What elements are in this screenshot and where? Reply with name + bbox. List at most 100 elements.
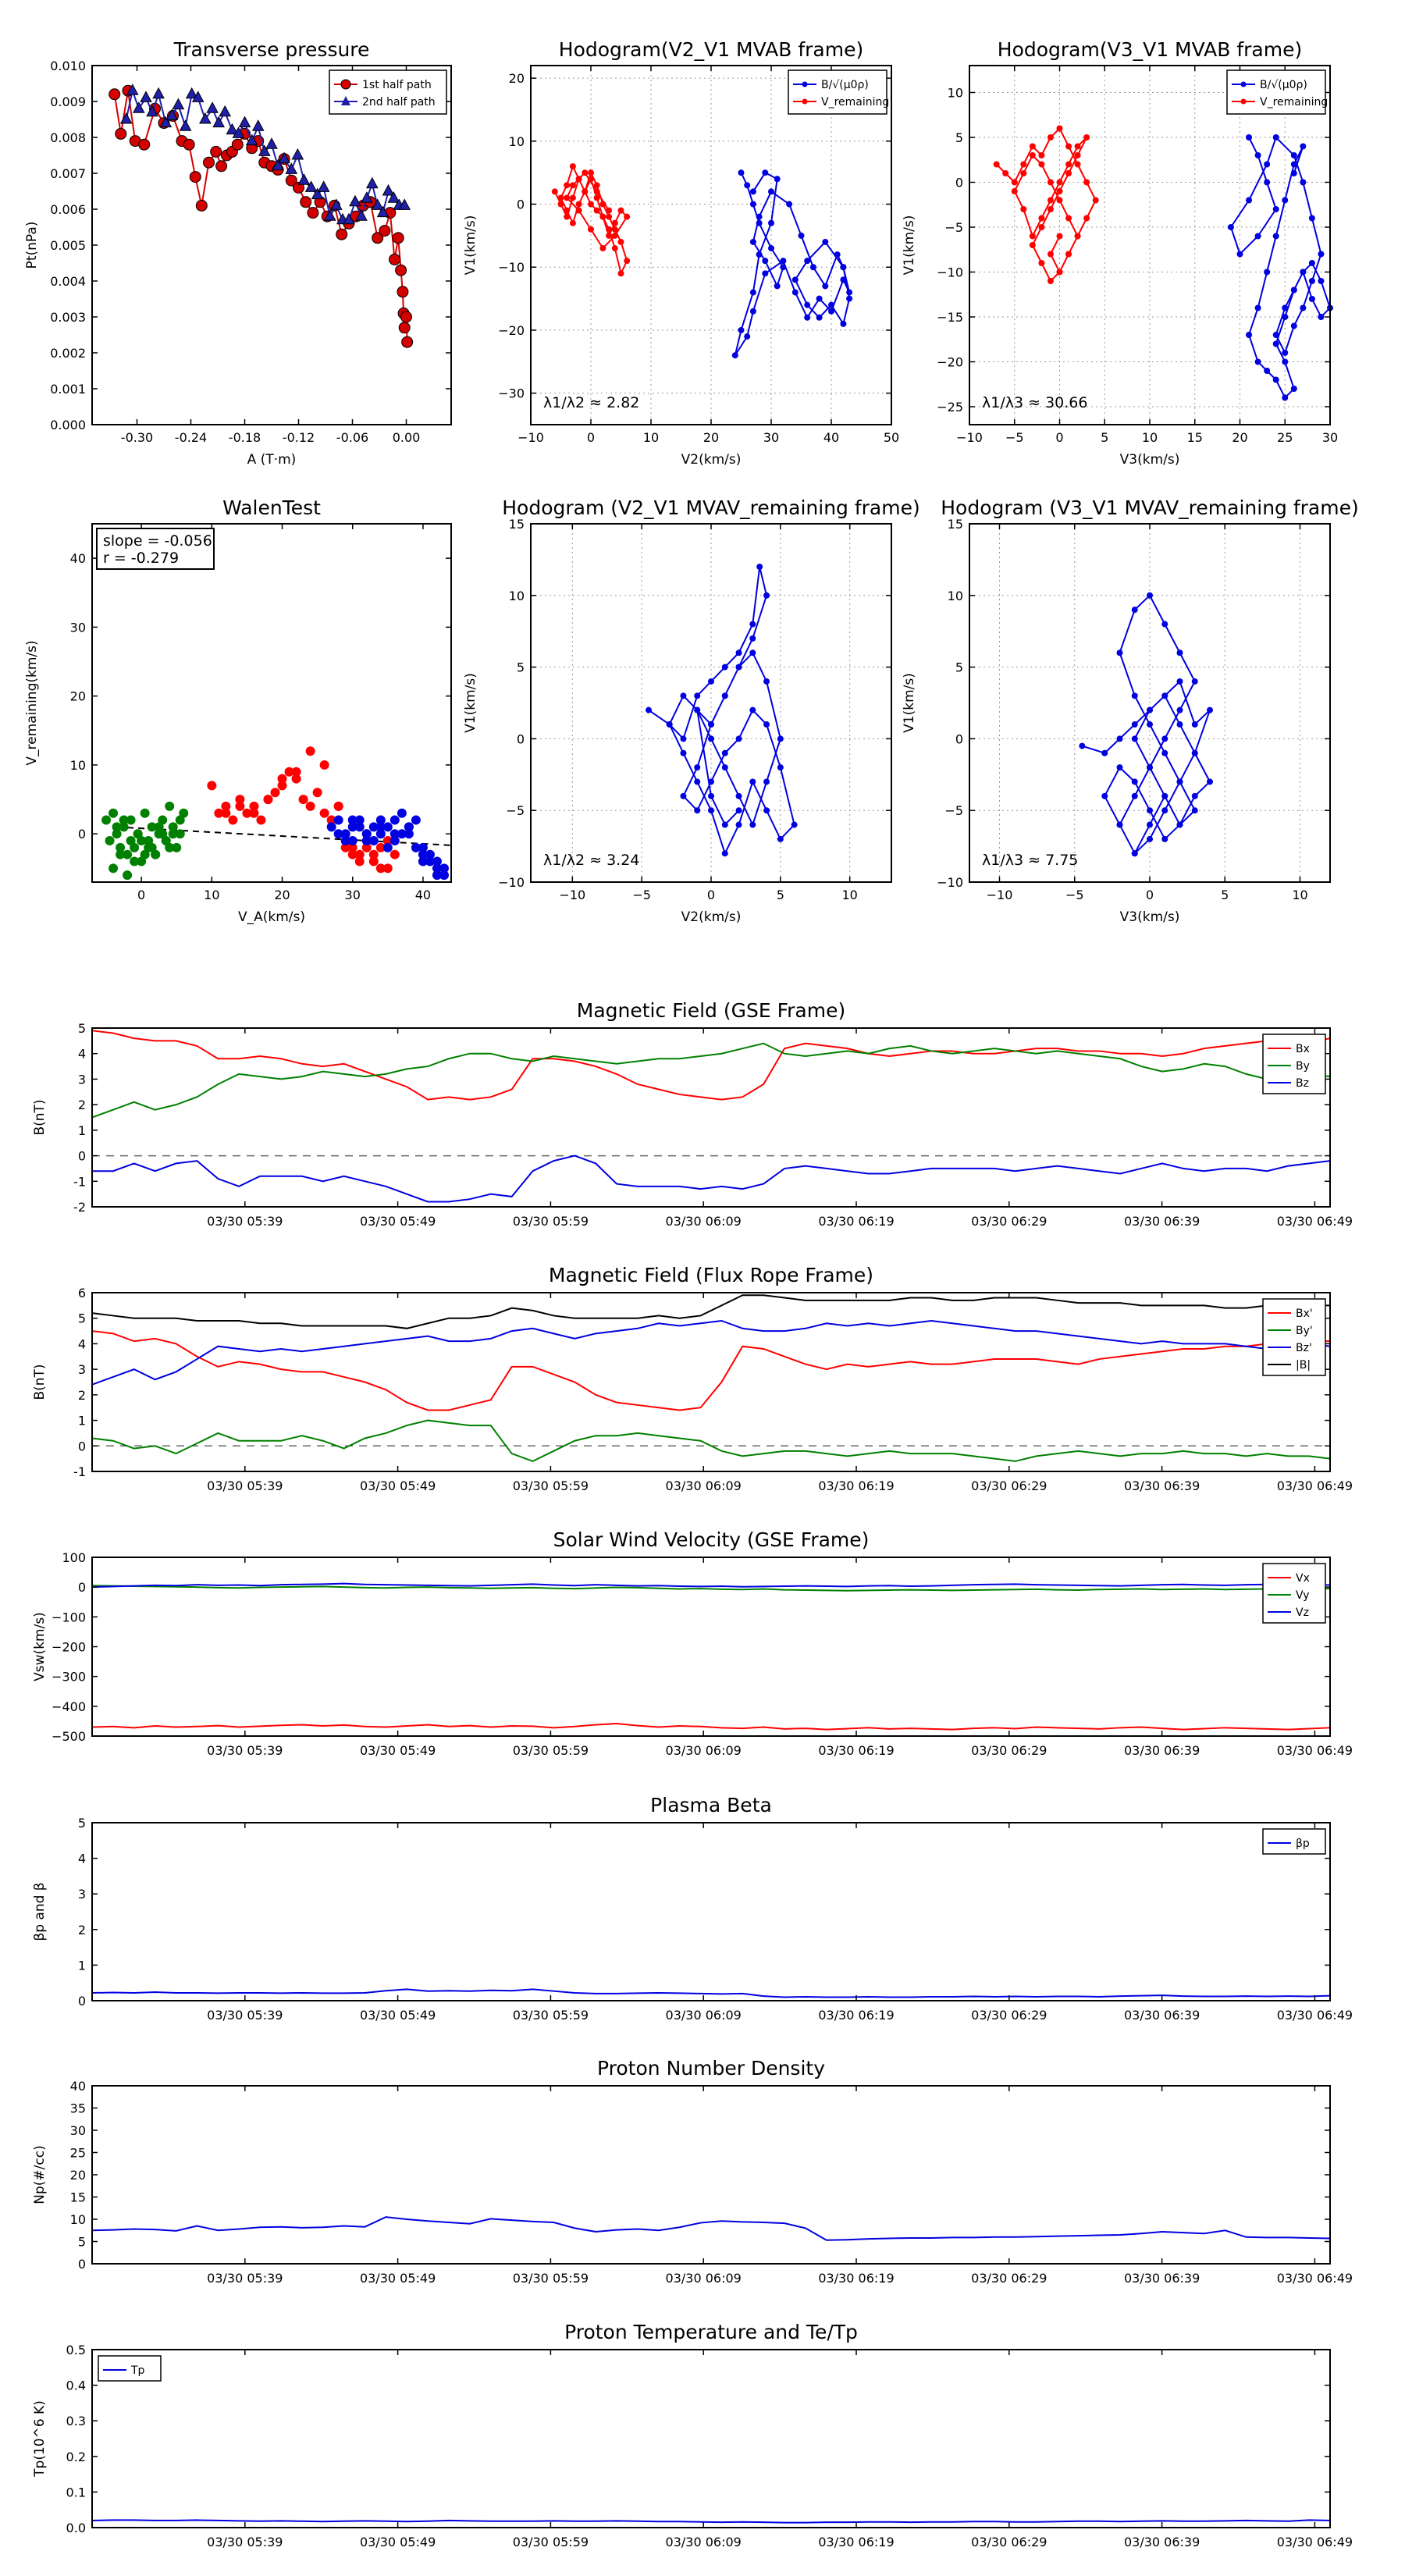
legend-box <box>1262 1298 1326 1376</box>
data-point <box>432 863 442 873</box>
data-point <box>1056 233 1063 240</box>
chart-p3: −10 −5 0 5 10 15 20 25 30 −25 −20 −15 −10 −5 0 5 10 Hodog… <box>902 38 1338 468</box>
data-point <box>1056 179 1063 186</box>
y-tick-label: −20 <box>937 355 963 370</box>
data-point <box>735 792 742 799</box>
data-point <box>387 191 400 203</box>
series-line-0 <box>91 1030 1331 1101</box>
time-tick-label: 03/30 05:39 <box>207 1214 283 1229</box>
y-tick-label: 1 <box>78 1414 86 1429</box>
y-tick-label: 15 <box>948 517 963 532</box>
data-point <box>305 746 315 756</box>
y-tick-label: −100 <box>52 1610 86 1624</box>
x-tick-label: 5 <box>1101 430 1108 445</box>
data-point <box>291 767 301 777</box>
data-point <box>762 258 769 265</box>
y-tick-label: 10 <box>948 589 963 603</box>
y-tick-label: 5 <box>78 2235 86 2250</box>
data-point <box>312 788 322 798</box>
data-point <box>232 126 245 138</box>
data-point <box>147 822 157 832</box>
data-point <box>389 815 400 825</box>
data-point <box>1300 179 1307 186</box>
data-point <box>1264 368 1271 374</box>
data-point <box>1147 721 1153 728</box>
x-tick-label: -0.18 <box>229 430 261 445</box>
series-p4-2 <box>326 808 449 881</box>
y-tick-label: 40 <box>70 2079 86 2094</box>
time-tick-label: 03/30 06:19 <box>818 1214 894 1229</box>
data-point <box>379 225 391 237</box>
data-point <box>392 232 404 244</box>
data-point <box>1254 152 1261 158</box>
data-point <box>575 207 582 214</box>
data-point <box>1254 233 1261 240</box>
data-point <box>721 764 728 771</box>
data-point <box>735 735 742 742</box>
time-tick-label: 03/30 05:59 <box>513 2535 589 2549</box>
data-point <box>221 801 231 811</box>
data-point <box>175 815 185 825</box>
time-tick-label: 03/30 06:49 <box>1277 1214 1353 1229</box>
data-point <box>611 219 618 226</box>
y-tick-label: 0 <box>78 1439 86 1453</box>
data-point <box>1272 340 1279 347</box>
plot-frame <box>91 2085 1331 2265</box>
data-point <box>126 84 139 95</box>
legend-label: Bz' <box>1296 1342 1312 1354</box>
data-point <box>1065 251 1072 258</box>
data-point <box>756 251 763 258</box>
data-point <box>694 764 701 771</box>
series-line-0 <box>91 1988 1331 1998</box>
y-tick-label: 0.009 <box>50 94 86 109</box>
time-tick-label: 03/30 06:39 <box>1124 1478 1200 1493</box>
data-point <box>816 295 823 302</box>
data-point <box>371 198 384 210</box>
y-tick-label: −5 <box>944 803 963 818</box>
data-point <box>1176 706 1183 713</box>
data-point <box>756 213 763 220</box>
x-tick-label: 0 <box>1146 888 1154 902</box>
data-point <box>1161 735 1168 742</box>
data-point <box>398 198 411 210</box>
y-tick-label: 3 <box>78 1887 86 1902</box>
series-line-0 <box>91 1330 1330 1411</box>
y-tick-label: 0.0 <box>66 2521 86 2535</box>
data-point <box>1029 242 1036 248</box>
series-p4-1 <box>207 746 400 873</box>
series-line-0 <box>91 2519 1331 2524</box>
data-point <box>326 815 336 825</box>
series-p5-0 <box>646 564 798 857</box>
data-point <box>708 807 714 814</box>
data-point <box>1290 386 1297 392</box>
data-point <box>1047 179 1054 186</box>
data-point <box>291 148 304 160</box>
data-point <box>347 842 357 852</box>
y-tick-label: 0.001 <box>50 382 86 397</box>
data-point <box>206 101 219 113</box>
data-point <box>231 138 244 151</box>
y-tick-label: 0.4 <box>66 2379 86 2393</box>
data-point <box>215 160 228 173</box>
x-tick-label: 10 <box>204 888 219 902</box>
data-point <box>411 842 421 852</box>
data-point <box>1038 152 1045 158</box>
data-point <box>1147 706 1153 713</box>
x-tick-label: 30 <box>345 888 361 902</box>
series-line-1 <box>91 1585 1331 1592</box>
data-point <box>172 98 185 110</box>
legend-marker <box>341 96 350 105</box>
data-point <box>140 91 152 102</box>
y-tick-label: 2 <box>78 1388 86 1403</box>
chart-t5: 0 5 10 15 20 25 30 35 40 03/30 05:39 03/30 05:49 03… <box>32 2057 1353 2286</box>
chart-title: Hodogram(V2_V1 MVAB frame) <box>559 38 863 61</box>
data-point <box>1308 296 1315 302</box>
data-point <box>189 171 201 183</box>
y-tick-label: −10 <box>937 265 963 280</box>
chart-title: Proton Temperature and Te/Tp <box>564 2321 858 2343</box>
data-point <box>1300 304 1307 311</box>
data-point <box>340 829 350 839</box>
y-tick-label: 20 <box>509 71 525 86</box>
data-point <box>291 774 301 784</box>
data-point <box>146 105 158 117</box>
